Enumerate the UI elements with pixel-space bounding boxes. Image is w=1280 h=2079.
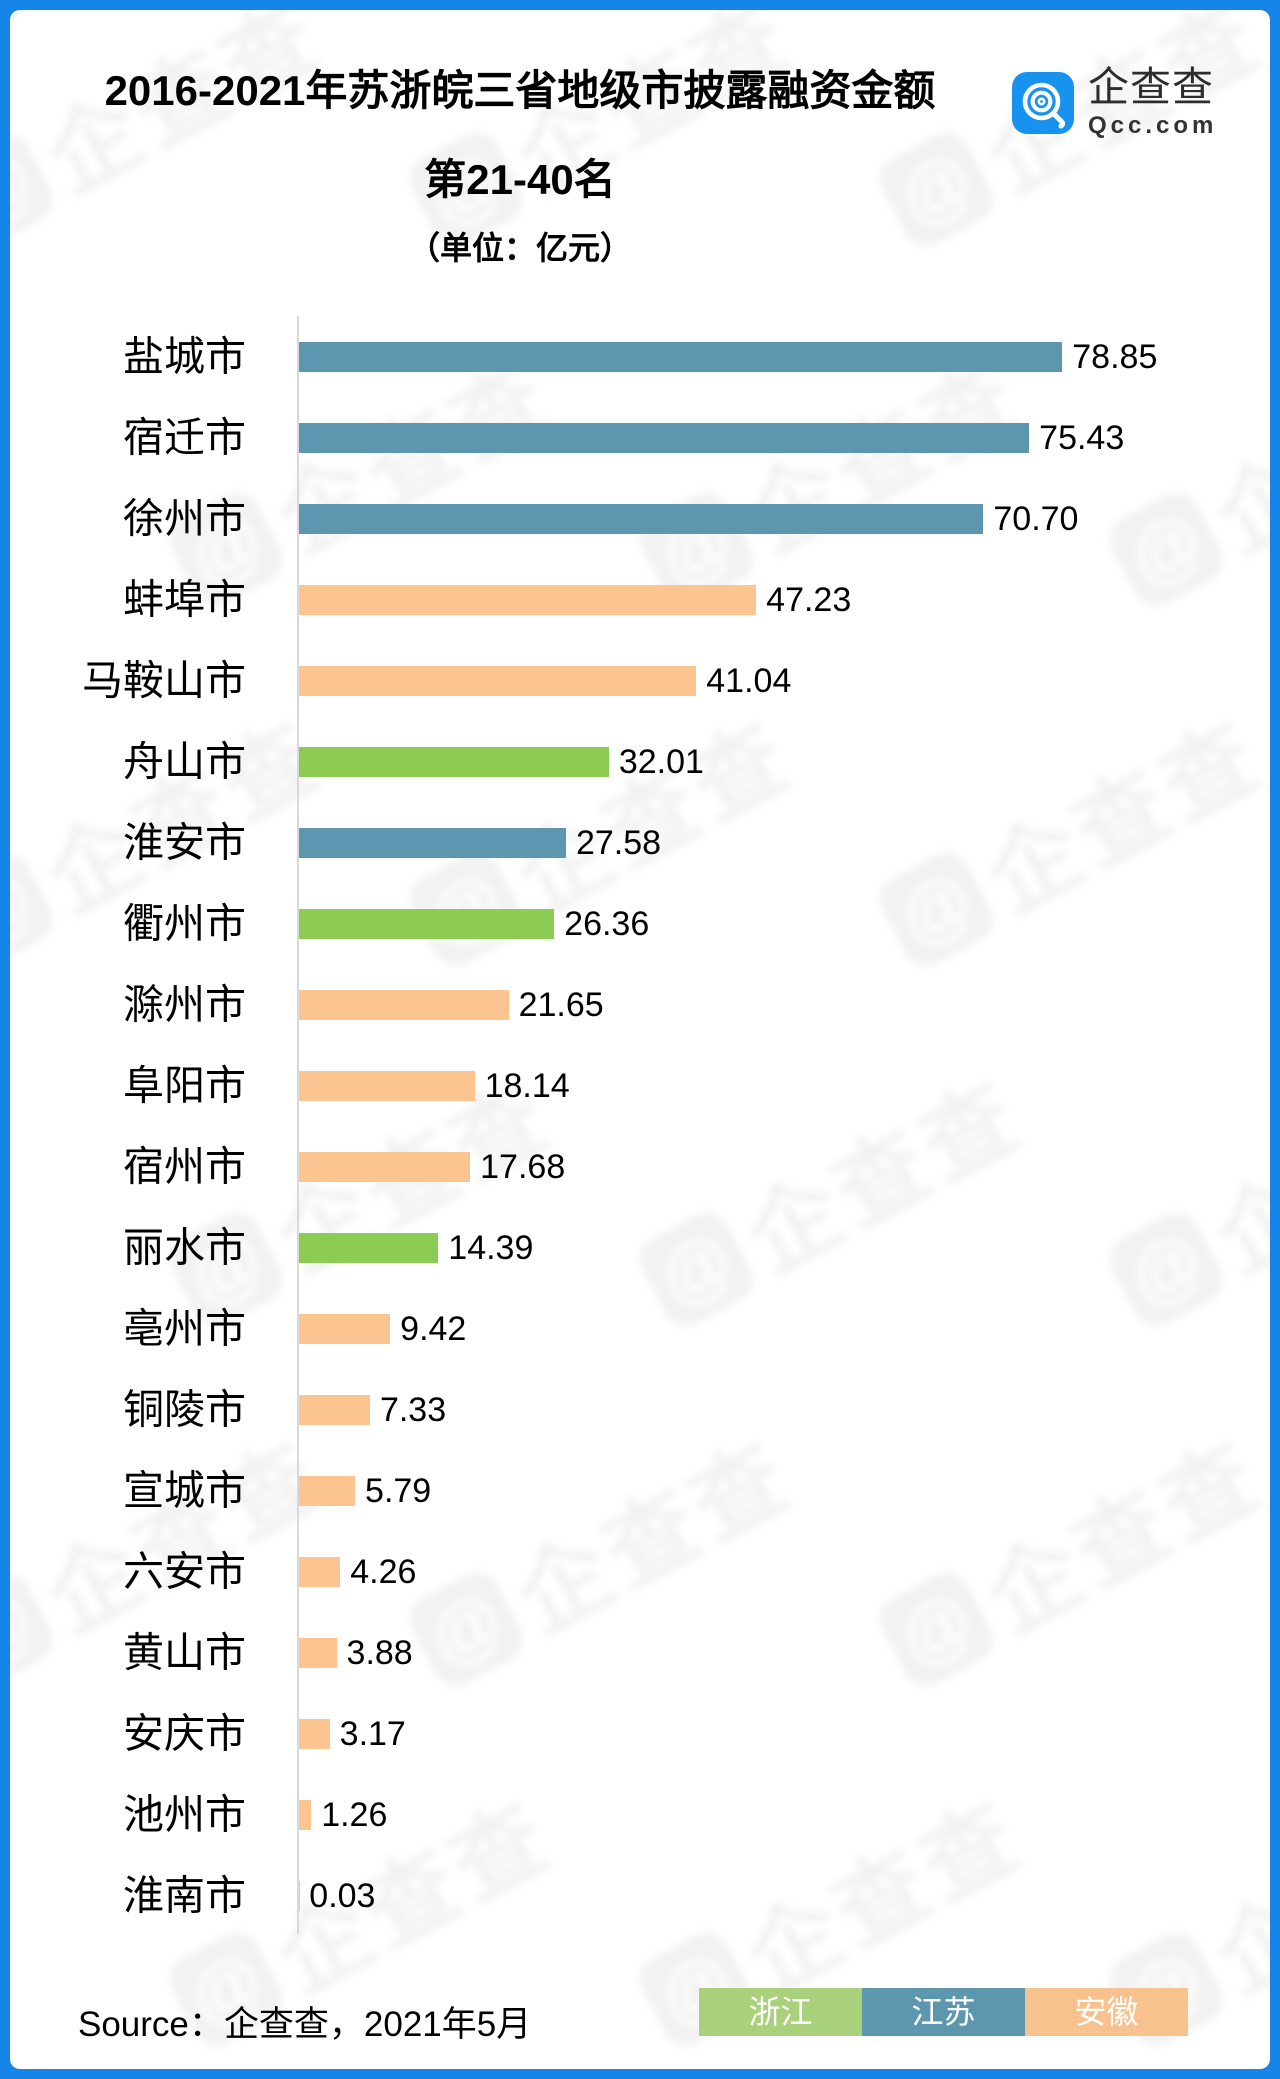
city-label: 安庆市: [123, 1710, 246, 1756]
bar-value-label: 26.36: [564, 904, 650, 943]
table-row: 徐州市 70.70: [10, 478, 1270, 559]
table-row: 铜陵市 7.33: [10, 1369, 1270, 1450]
table-row: 滁州市 21.65: [10, 964, 1270, 1045]
table-row: 淮南市 0.03: [10, 1855, 1270, 1936]
bar: [299, 1232, 439, 1263]
table-row: 安庆市 3.17: [10, 1693, 1270, 1774]
city-label: 六安市: [123, 1548, 246, 1594]
bar: [299, 827, 566, 858]
city-label: 宣城市: [123, 1467, 246, 1513]
bar: [299, 422, 1030, 453]
bar-value-label: 32.01: [618, 742, 704, 781]
bar-value-label: 17.68: [480, 1147, 566, 1186]
table-row: 宿迁市 75.43: [10, 397, 1270, 478]
bar: [299, 1394, 370, 1425]
bar-value-label: 3.17: [339, 1714, 406, 1753]
chart-title-line2: 第21-40名: [424, 156, 616, 203]
bar-value-label: 7.33: [379, 1390, 447, 1429]
city-label: 黄山市: [123, 1629, 246, 1675]
bar-value-label: 70.70: [993, 499, 1079, 538]
table-row: 池州市 1.26: [10, 1774, 1270, 1855]
bar-value-label: 18.14: [484, 1066, 570, 1105]
bar-value-label: 0.03: [309, 1876, 376, 1915]
city-label: 亳州市: [123, 1305, 246, 1351]
city-label: 宿迁市: [123, 414, 246, 460]
bar-value-label: 14.39: [448, 1228, 534, 1267]
bar-value-label: 78.85: [1072, 337, 1158, 376]
bar-value-label: 41.04: [706, 661, 792, 700]
city-label: 盐城市: [123, 333, 246, 379]
qcc-logo: 企查查 Qcc.com: [1011, 64, 1218, 140]
table-row: 宣城市 5.79: [10, 1450, 1270, 1531]
legend-item: 安徽: [1025, 1988, 1188, 2036]
city-label: 阜阳市: [123, 1062, 246, 1108]
city-label: 淮安市: [123, 819, 246, 865]
qcc-q-mark-icon: [1011, 71, 1075, 135]
bar-value-label: 5.79: [365, 1471, 432, 1510]
city-label: 丽水市: [123, 1224, 246, 1270]
table-row: 淮安市 27.58: [10, 802, 1270, 883]
bar: [299, 341, 1063, 372]
table-row: 亳州市 9.42: [10, 1288, 1270, 1369]
city-label: 铜陵市: [123, 1386, 246, 1432]
table-row: 舟山市 32.01: [10, 721, 1270, 802]
legend-item: 浙江: [699, 1988, 862, 2036]
bar-value-label: 75.43: [1039, 418, 1125, 457]
city-label: 衢州市: [123, 900, 246, 946]
bar-chart: 盐城市 78.85 宿迁市 75.43 徐州市 70.70 蚌埠市 47.23 …: [10, 316, 1270, 1936]
source-note: Source：企查查，2021年5月: [78, 2005, 532, 2044]
bar-value-label: 3.88: [346, 1633, 413, 1672]
city-label: 池州市: [123, 1791, 246, 1837]
legend: 浙江 江苏 安徽: [699, 1988, 1188, 2036]
bar: [299, 1313, 391, 1344]
bar: [299, 503, 984, 534]
bar-value-label: 21.65: [518, 985, 604, 1024]
bar: [299, 1070, 475, 1101]
city-label: 宿州市: [123, 1143, 246, 1189]
chart-unit-note: （单位：亿元）: [407, 230, 632, 266]
table-row: 阜阳市 18.14: [10, 1045, 1270, 1126]
table-row: 六安市 4.26: [10, 1531, 1270, 1612]
legend-item: 江苏: [862, 1988, 1025, 2036]
bar: [299, 1799, 312, 1830]
bar-value-label: 27.58: [575, 823, 662, 862]
logo-domain: Qcc.com: [1088, 112, 1218, 140]
bar: [299, 1637, 337, 1668]
city-label: 舟山市: [123, 738, 246, 784]
bar: [299, 584, 757, 615]
bar-rows: 盐城市 78.85 宿迁市 75.43 徐州市 70.70 蚌埠市 47.23 …: [10, 316, 1270, 1936]
table-row: 宿州市 17.68: [10, 1126, 1270, 1207]
logo-company-name: 企查查: [1088, 64, 1214, 110]
table-row: 蚌埠市 47.23: [10, 559, 1270, 640]
bar: [299, 989, 509, 1020]
infographic-card: @企查查@企查查@企查查@企查查@企查查@企查查@企查查@企查查@企查查@企查查…: [10, 10, 1270, 2069]
table-row: 盐城市 78.85: [10, 316, 1270, 397]
bar: [299, 665, 697, 696]
bar-value-label: 4.26: [350, 1552, 417, 1591]
table-row: 丽水市 14.39: [10, 1207, 1270, 1288]
city-label: 滁州市: [123, 981, 246, 1027]
city-label: 徐州市: [123, 495, 246, 541]
city-label: 马鞍山市: [82, 657, 246, 703]
table-row: 衢州市 26.36: [10, 883, 1270, 964]
city-label: 蚌埠市: [123, 576, 246, 622]
bar: [299, 1151, 471, 1182]
bar: [299, 908, 555, 939]
bar: [299, 746, 609, 777]
chart-title-line1: 2016-2021年苏浙皖三省地级市披露融资金额: [104, 67, 936, 114]
y-axis-line: [297, 316, 299, 1934]
bar: [299, 1475, 356, 1506]
table-row: 黄山市 3.88: [10, 1612, 1270, 1693]
bar-value-label: 1.26: [321, 1795, 388, 1834]
bar-value-label: 47.23: [766, 580, 852, 619]
table-row: 马鞍山市 41.04: [10, 640, 1270, 721]
bar-value-label: 9.42: [400, 1309, 467, 1348]
city-label: 淮南市: [123, 1872, 246, 1918]
bar: [299, 1556, 341, 1587]
bar: [299, 1718, 330, 1749]
